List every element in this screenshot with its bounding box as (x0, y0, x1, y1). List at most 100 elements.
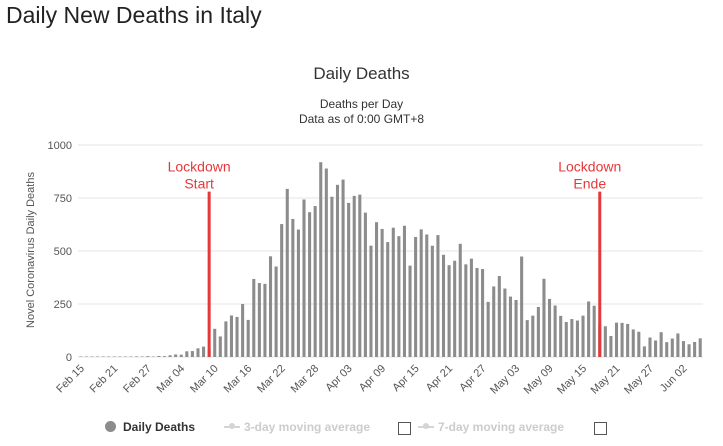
bar (324, 168, 328, 357)
bar (263, 283, 267, 357)
bar (157, 355, 161, 357)
y-tick-label: 1000 (48, 140, 72, 152)
bar (268, 256, 273, 357)
bar (614, 322, 619, 357)
bar (425, 234, 429, 357)
bar (592, 305, 596, 357)
bar (676, 333, 680, 357)
x-tick-label: May 27 (622, 363, 656, 397)
bar (151, 356, 155, 357)
x-tick-label: Mar 22 (255, 363, 288, 396)
bar (291, 218, 295, 357)
bar (481, 269, 485, 357)
bar (347, 202, 351, 357)
page-title: Daily New Deaths in Italy (6, 2, 262, 28)
bar (174, 354, 178, 357)
y-axis-label: Novel Coronavirus Daily Deaths (25, 172, 37, 328)
legend: Daily Deaths 3-day moving average 7-day … (0, 418, 723, 440)
y-tick-label: 500 (54, 246, 72, 258)
bar (670, 338, 674, 357)
bar (447, 265, 451, 357)
bar (190, 351, 194, 357)
chart-subtitle-line1: Deaths per Day (319, 97, 404, 111)
y-axis-ticks: 0 250 500 750 1000 (48, 140, 72, 364)
x-tick-label: Apr 21 (424, 363, 455, 394)
x-tick-label: May 09 (522, 363, 556, 397)
bar (213, 328, 217, 357)
bar (107, 356, 111, 357)
bar (168, 355, 172, 357)
checkbox-3day-ma[interactable] (398, 422, 411, 435)
x-tick-label: Apr 03 (323, 363, 354, 394)
bar (129, 356, 133, 357)
annotation-label: Start (184, 176, 214, 192)
bar (112, 356, 116, 357)
bar (135, 356, 139, 357)
bar (363, 212, 367, 357)
bar (698, 338, 702, 357)
bar (202, 346, 206, 357)
bar (631, 329, 635, 357)
bar (375, 222, 379, 357)
bar (531, 315, 535, 357)
bar (536, 306, 540, 357)
bar (246, 319, 250, 357)
bar (693, 341, 697, 357)
legend-item-3day-ma[interactable]: 3-day moving average (224, 420, 370, 434)
bar (469, 258, 473, 357)
x-tick-label: Mar 04 (155, 363, 188, 396)
bar (492, 286, 496, 357)
bar (196, 348, 200, 357)
bar (520, 256, 524, 357)
bar (603, 326, 607, 357)
checkbox-7day-ma[interactable] (594, 422, 607, 435)
y-tick-label: 0 (66, 352, 72, 364)
bar (525, 320, 529, 357)
bar (559, 315, 563, 357)
chart-title: Daily Deaths (313, 64, 410, 83)
bar (408, 265, 412, 357)
legend-item-7day-ma[interactable]: 7-day moving average (418, 420, 564, 434)
bar (235, 316, 239, 357)
y-tick-label: 750 (54, 193, 72, 205)
bar (397, 236, 401, 357)
bar (146, 356, 150, 357)
bar (486, 301, 490, 357)
bar (330, 196, 334, 357)
bar (319, 162, 323, 357)
bar (79, 356, 83, 357)
bar (241, 304, 245, 357)
legend-dot-icon (105, 421, 116, 432)
bar (548, 298, 552, 357)
bar (386, 242, 390, 357)
legend-item-daily-deaths[interactable]: Daily Deaths (105, 420, 195, 434)
bar (642, 346, 646, 357)
bar (681, 341, 686, 357)
bar (553, 305, 557, 357)
bar (575, 320, 579, 357)
bar (414, 237, 418, 357)
bar (224, 321, 228, 357)
bar (475, 267, 479, 357)
legend-label-3day: 3-day moving average (244, 420, 371, 434)
x-tick-label: May 21 (589, 363, 623, 397)
bar (497, 276, 501, 357)
x-tick-label: Feb 15 (54, 363, 87, 396)
bar (341, 179, 345, 357)
legend-label-7day: 7-day moving average (438, 420, 565, 434)
bar (162, 356, 167, 357)
annotation-label: Ende (573, 176, 606, 192)
bar (587, 301, 591, 357)
bar (609, 336, 613, 357)
bar (564, 322, 568, 357)
bar (436, 235, 440, 357)
bar (453, 260, 457, 357)
x-tick-label: Mar 28 (289, 363, 322, 396)
bar (503, 288, 507, 357)
bar (648, 337, 652, 357)
bar (229, 315, 233, 357)
bar (581, 315, 585, 357)
bar (308, 212, 312, 357)
